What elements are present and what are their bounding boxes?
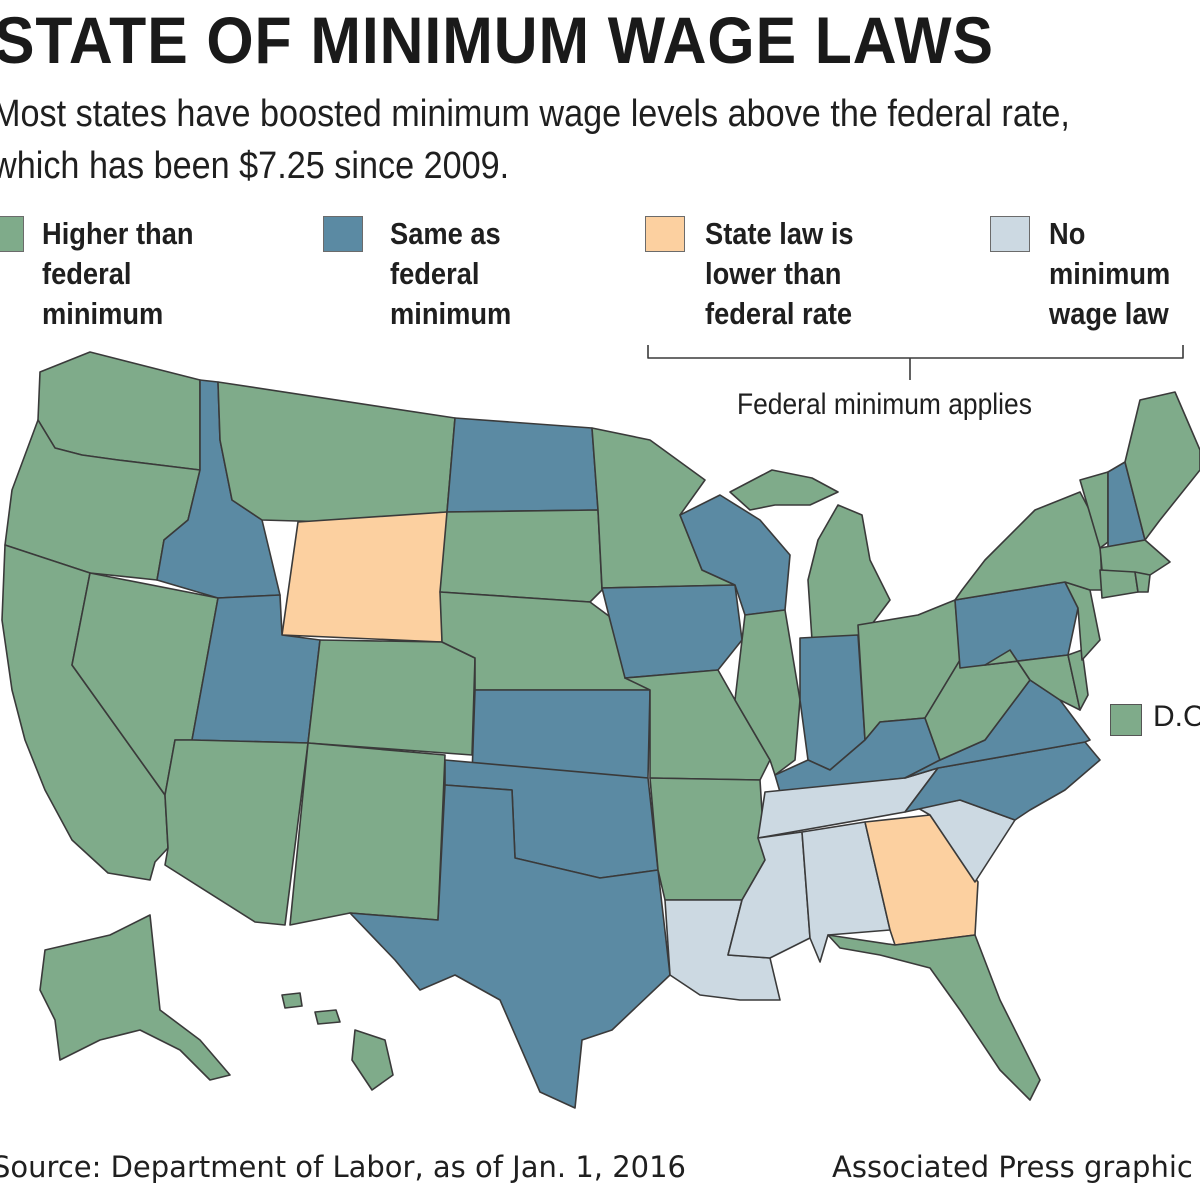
legend-label-higher: Higher than federal minimum [42,216,194,331]
page-title: STATE OF MINIMUM WAGE LAWS [0,3,994,77]
state-ct [1099,569,1139,599]
page-subtitle: Most states have boosted minimum wage le… [0,93,1070,187]
legend-label-same: Same as federal minimum [390,216,512,331]
legend-swatch-higher [0,216,24,252]
state-nd [446,417,599,513]
dc-label: D.C. [1153,700,1200,733]
state-co [307,639,476,756]
state-fl [827,934,1041,1101]
state-ri [1134,571,1151,593]
state-mi [807,504,891,641]
state-ar [649,777,766,901]
bracket-line [647,345,1184,359]
legend-swatch-none [990,216,1030,252]
state-me [1124,391,1200,541]
state-az [164,739,309,926]
state-nm [289,742,446,926]
state-de [1067,649,1089,711]
state-ma [1099,539,1171,576]
state-mo [624,669,771,781]
state-mi-upper [729,469,839,511]
legend-label-lower: State law is lower than federal rate [705,216,854,331]
source-note: Source: Department of Labor, as of Jan. … [0,1150,687,1184]
state-mt [217,381,456,523]
state-wy [281,511,448,643]
states [1,351,1200,1109]
federal-minimum-bracket [647,345,1184,380]
legend-label-none: No minimum wage law [1049,216,1171,331]
legend-swatch-lower [645,216,685,252]
federal-minimum-label: Federal minimum applies [737,388,1032,421]
dc-swatch [1110,704,1142,736]
credit-note: Associated Press graphic [832,1150,1193,1184]
state-sd [439,509,603,603]
state-ak [39,914,231,1081]
legend-swatch-same [323,216,363,252]
state-ia [601,584,743,679]
state-tx [349,784,671,1109]
state-hi-islands [281,992,341,1025]
state-hi [351,1029,394,1091]
state-ny [954,491,1103,601]
